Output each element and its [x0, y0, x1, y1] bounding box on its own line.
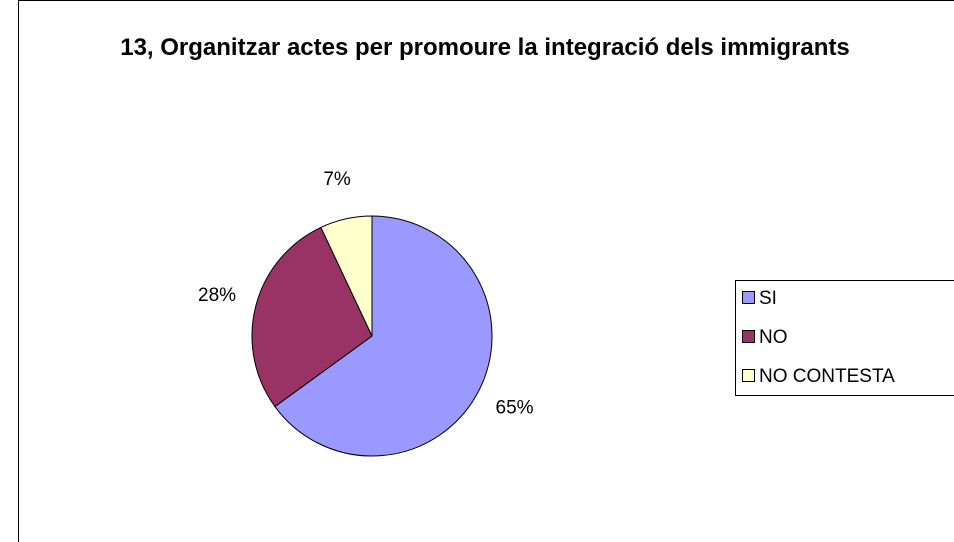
chart-title: 13, Organitzar actes per promoure la int… — [120, 34, 850, 61]
data-label: 7% — [323, 169, 351, 190]
legend-box — [735, 280, 954, 396]
legend-label: NO — [759, 327, 788, 348]
data-label: 65% — [496, 398, 534, 419]
legend-swatch — [742, 369, 755, 382]
pie-slice — [251, 226, 373, 408]
legend-swatch — [742, 330, 755, 343]
legend-swatch — [742, 291, 755, 304]
legend-label: SI — [759, 288, 777, 309]
pie-slice — [320, 215, 373, 337]
legend-label: NO CONTESTA — [759, 366, 895, 387]
pie-slice — [274, 215, 493, 457]
data-label: 28% — [198, 285, 236, 306]
chart-border — [18, 0, 954, 542]
